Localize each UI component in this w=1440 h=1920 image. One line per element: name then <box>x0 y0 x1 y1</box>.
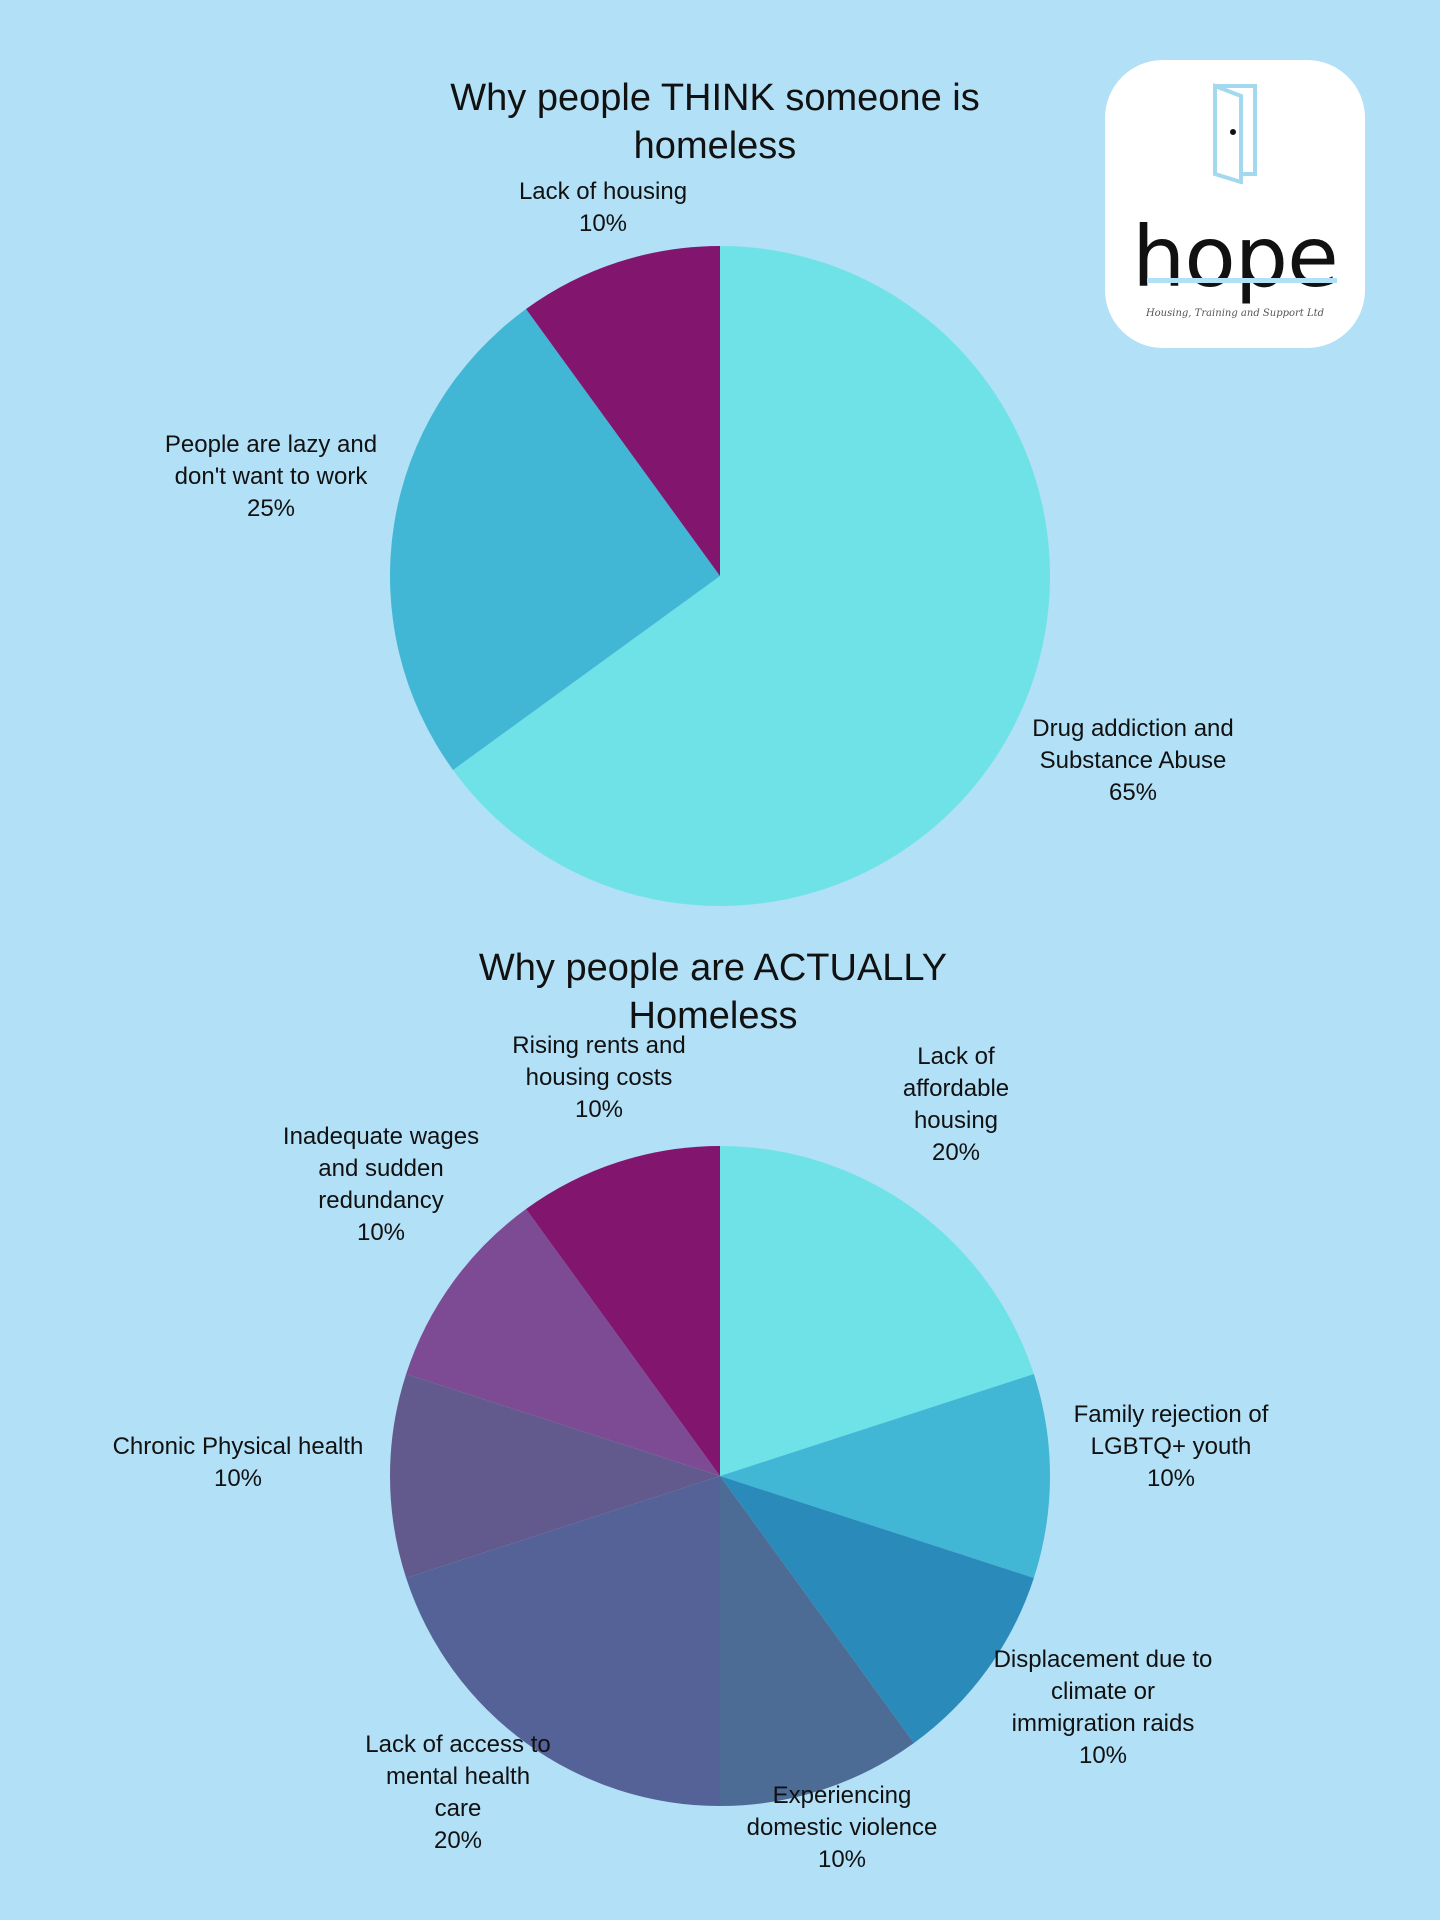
slice-label: Inadequate wages and sudden redundancy 10% <box>283 1123 479 1246</box>
slice-label-line: housing <box>914 1107 998 1134</box>
door-icon <box>1213 83 1257 184</box>
slice-label-line: immigration raids <box>1012 1710 1195 1737</box>
slice-label-line: Substance Abuse <box>1040 747 1227 774</box>
pie-slice <box>389 309 720 770</box>
slice-label-line: housing costs <box>526 1064 673 1091</box>
slice-label-line: Inadequate wages <box>283 1123 479 1150</box>
slice-label-line: don't want to work <box>175 463 369 490</box>
chart-title: Why people THINK someone is homeless <box>450 77 979 167</box>
slice-label-line: People are lazy and <box>165 431 377 458</box>
slice-label-line: climate or <box>1051 1678 1155 1705</box>
slice-percent: 10% <box>1147 1465 1195 1492</box>
slice-label-line: redundancy <box>318 1187 443 1214</box>
logo-wordmark: hope <box>1132 208 1339 306</box>
slice-label-line: Family rejection of <box>1074 1401 1269 1428</box>
slice-label: Chronic Physical health 10% <box>113 1433 364 1492</box>
pie-slice <box>720 1476 914 1806</box>
pie-slice <box>406 1209 720 1476</box>
pie-slice <box>526 246 720 576</box>
slice-label: People are lazy and don't want to work 25% <box>165 431 377 522</box>
slice-label-line: affordable <box>903 1075 1009 1102</box>
slice-label-line: care <box>435 1795 482 1822</box>
slice-label-line: domestic violence <box>747 1814 938 1841</box>
slice-label-line: Lack of housing <box>519 178 687 205</box>
pie-slice <box>720 1476 1034 1743</box>
slice-percent: 10% <box>818 1846 866 1873</box>
logo-tagline: Housing, Training and Support Ltd <box>1145 308 1325 319</box>
slice-label: Lack of affordable housing 20% <box>903 1043 1009 1166</box>
slice-label: Experiencing domestic violence 10% <box>747 1782 938 1873</box>
slice-percent: 10% <box>357 1219 405 1246</box>
chart-title-line: Why people are ACTUALLY <box>479 947 947 989</box>
chart-title-line: homeless <box>634 125 797 167</box>
slice-label: Rising rents and housing costs 10% <box>512 1032 685 1123</box>
hope-logo: hope Housing, Training and Support Ltd <box>1105 60 1365 348</box>
slice-percent: 65% <box>1109 779 1157 806</box>
slice-label: Displacement due to climate or immigration… <box>994 1646 1213 1769</box>
slice-label-line: Lack of access to <box>365 1731 550 1758</box>
slice-label-line: Rising rents and <box>512 1032 685 1059</box>
slice-label: Lack of access to mental health care 20% <box>365 1731 550 1854</box>
pie-slice <box>389 1374 720 1578</box>
pie-slice <box>453 246 1050 907</box>
slice-label-line: Displacement due to <box>994 1646 1213 1673</box>
chart-title-line: Why people THINK someone is <box>450 77 979 119</box>
slice-percent: 20% <box>434 1827 482 1854</box>
slice-label-line: Drug addiction and <box>1032 715 1233 742</box>
pie-slice <box>526 1146 720 1476</box>
slice-label-line: Experiencing <box>773 1782 912 1809</box>
slice-label-line: and sudden <box>318 1155 443 1182</box>
pie-slice <box>720 1374 1051 1578</box>
slice-label-line: LGBTQ+ youth <box>1091 1433 1252 1460</box>
slice-label: Lack of housing 10% <box>519 178 687 237</box>
slice-percent: 10% <box>1079 1742 1127 1769</box>
slice-percent: 10% <box>214 1465 262 1492</box>
slice-label: Family rejection of LGBTQ+ youth 10% <box>1074 1401 1269 1492</box>
pie-slice <box>406 1476 720 1806</box>
slice-label-line: Lack of <box>917 1043 995 1070</box>
logo-underline <box>1147 278 1337 283</box>
slice-label-line: Chronic Physical health <box>113 1433 364 1460</box>
chart-title: Why people are ACTUALLY Homeless <box>479 947 947 1037</box>
slice-label: Drug addiction and Substance Abuse 65% <box>1032 715 1233 806</box>
slice-percent: 20% <box>932 1139 980 1166</box>
slice-percent: 25% <box>247 495 295 522</box>
slice-percent: 10% <box>575 1096 623 1123</box>
slice-label-line: mental health <box>386 1763 530 1790</box>
pie-slice <box>720 1146 1034 1476</box>
chart-title-line: Homeless <box>629 995 798 1037</box>
slice-percent: 10% <box>579 210 627 237</box>
